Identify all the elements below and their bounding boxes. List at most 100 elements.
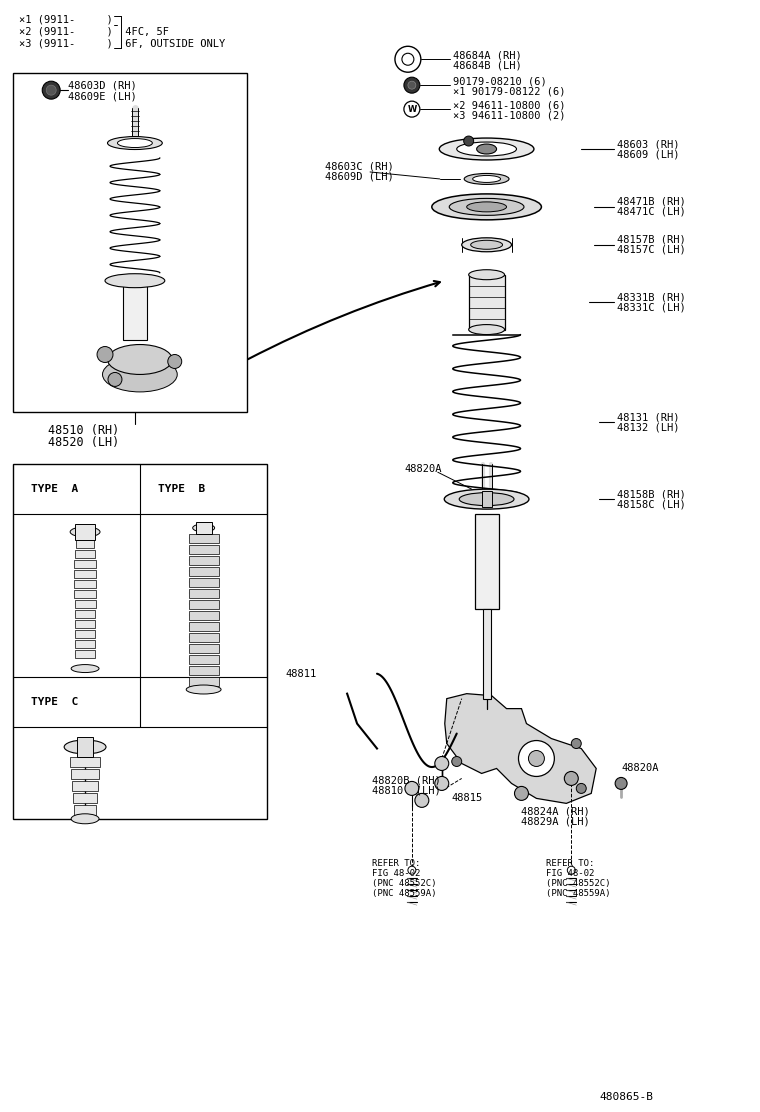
Bar <box>475 514 499 609</box>
Ellipse shape <box>71 814 99 824</box>
Bar <box>77 737 93 757</box>
Circle shape <box>576 784 586 793</box>
Text: ×3 94611-10800 (2): ×3 94611-10800 (2) <box>453 110 565 120</box>
Circle shape <box>435 776 448 791</box>
Text: (PNC 48552C): (PNC 48552C) <box>546 878 611 887</box>
Bar <box>74 559 96 568</box>
Text: 48603D (RH): 48603D (RH) <box>68 80 137 90</box>
Bar <box>74 599 96 608</box>
Circle shape <box>415 793 429 807</box>
Ellipse shape <box>105 274 165 288</box>
Text: 48820A: 48820A <box>621 764 659 774</box>
Ellipse shape <box>193 524 214 532</box>
Text: 48603C (RH): 48603C (RH) <box>325 162 394 172</box>
Bar <box>72 781 98 791</box>
Text: 48471B (RH): 48471B (RH) <box>617 197 686 207</box>
Bar <box>73 793 97 803</box>
Circle shape <box>46 86 56 96</box>
Bar <box>188 610 219 619</box>
Bar <box>188 567 219 576</box>
Bar <box>75 524 95 540</box>
Text: TYPE  A: TYPE A <box>31 484 78 494</box>
Text: W: W <box>407 105 416 113</box>
Bar <box>74 569 96 578</box>
Circle shape <box>435 756 448 771</box>
Bar <box>75 619 95 627</box>
Bar <box>188 666 219 675</box>
Text: 48471C (LH): 48471C (LH) <box>617 207 686 217</box>
Circle shape <box>97 347 113 363</box>
Bar <box>75 629 95 637</box>
Bar <box>14 73 248 413</box>
Text: 48829A (LH): 48829A (LH) <box>521 816 591 826</box>
Text: 48603 (RH): 48603 (RH) <box>617 139 679 149</box>
Text: (PNC 48552C): (PNC 48552C) <box>372 878 436 887</box>
Bar <box>14 464 268 820</box>
Circle shape <box>404 77 420 93</box>
Bar <box>188 599 219 608</box>
Ellipse shape <box>449 198 524 216</box>
Ellipse shape <box>470 240 502 249</box>
Circle shape <box>402 53 414 66</box>
Bar <box>195 522 211 534</box>
Bar <box>482 492 492 507</box>
Text: ×2 (9911-     )  4FC, 5F: ×2 (9911- ) 4FC, 5F <box>19 27 169 37</box>
Circle shape <box>518 741 554 776</box>
Text: 48609 (LH): 48609 (LH) <box>617 149 679 159</box>
Bar <box>188 534 219 543</box>
Ellipse shape <box>459 493 514 506</box>
Ellipse shape <box>71 665 99 673</box>
Text: FIG 48-02: FIG 48-02 <box>372 868 420 877</box>
Circle shape <box>408 81 416 89</box>
Circle shape <box>405 782 419 795</box>
Text: 90179-08210 (6): 90179-08210 (6) <box>453 77 546 87</box>
Text: 48131 (RH): 48131 (RH) <box>617 413 679 423</box>
Text: 48132 (LH): 48132 (LH) <box>617 423 679 433</box>
Text: 48520 (LH): 48520 (LH) <box>48 436 119 449</box>
Text: 48815: 48815 <box>451 793 483 803</box>
Ellipse shape <box>107 345 173 375</box>
Bar <box>75 649 95 657</box>
Ellipse shape <box>469 325 505 335</box>
Bar <box>188 633 219 642</box>
Ellipse shape <box>464 173 509 185</box>
Circle shape <box>168 355 182 368</box>
Ellipse shape <box>439 138 534 160</box>
Bar <box>74 609 96 617</box>
Ellipse shape <box>477 145 496 153</box>
Text: 48331C (LH): 48331C (LH) <box>617 302 686 312</box>
Text: (PNC 48559A): (PNC 48559A) <box>546 888 611 897</box>
Text: 48157B (RH): 48157B (RH) <box>617 235 686 245</box>
Ellipse shape <box>445 489 529 509</box>
Circle shape <box>615 777 627 790</box>
Ellipse shape <box>118 139 152 148</box>
Ellipse shape <box>432 193 541 220</box>
Bar <box>74 579 96 588</box>
Text: 48609D (LH): 48609D (LH) <box>325 172 394 182</box>
Text: 48157C (LH): 48157C (LH) <box>617 245 686 255</box>
Text: ×1 (9911-     ): ×1 (9911- ) <box>19 14 113 24</box>
Circle shape <box>565 772 578 785</box>
Text: 48684B (LH): 48684B (LH) <box>453 60 521 70</box>
Circle shape <box>567 866 575 874</box>
Ellipse shape <box>103 357 177 391</box>
Bar <box>188 578 219 587</box>
Bar <box>188 545 219 554</box>
Bar <box>76 540 94 548</box>
Bar <box>188 676 219 685</box>
Bar <box>123 285 147 339</box>
Text: 48158B (RH): 48158B (RH) <box>617 489 686 499</box>
Text: ×3 (9911-     )  6F, OUTSIDE ONLY: ×3 (9911- ) 6F, OUTSIDE ONLY <box>19 38 226 48</box>
Circle shape <box>395 47 421 72</box>
Bar <box>71 768 99 778</box>
Circle shape <box>464 136 473 146</box>
Circle shape <box>515 786 528 801</box>
Text: 48810  (LH): 48810 (LH) <box>372 785 441 795</box>
Circle shape <box>404 101 420 117</box>
Text: 48820A: 48820A <box>405 464 442 474</box>
Bar <box>75 639 95 647</box>
Text: 48609E (LH): 48609E (LH) <box>68 91 137 101</box>
Circle shape <box>408 866 416 874</box>
Ellipse shape <box>467 202 506 212</box>
Bar <box>188 644 219 653</box>
